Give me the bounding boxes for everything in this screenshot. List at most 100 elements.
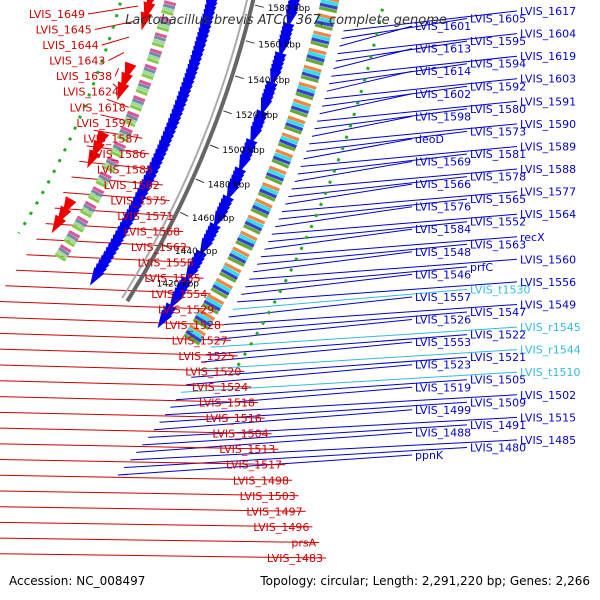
outer-ring-segment [320,0,339,7]
outer-ring-segment [289,108,308,118]
outer-ring-segment [291,102,311,111]
left-label-connector [0,301,218,310]
left-label-connector [87,5,139,15]
left-gene-label: LVIS_1529 [158,303,214,316]
right-gene-label: LVIS_1488 [415,426,471,439]
inner-ring-segment [162,6,175,13]
left-gene-label: LVIS_1571 [117,210,173,223]
outer-ring-segment [250,207,269,219]
ruler-tick-label: 1520 kbp [236,111,279,121]
left-gene-label: LVIS_1527 [172,334,228,347]
left-gene-label: LVIS_1513 [219,443,275,456]
right-gene-label: LVIS_1521 [470,351,526,364]
outer-ring-segment [316,16,335,24]
right-gene-label: LVIS_1522 [470,329,526,342]
minus-strand-gene-arrow [140,11,153,31]
inner-ring-segment [89,192,102,201]
left-gene-label: LVIS_1528 [165,319,221,332]
right-label-connector [260,236,518,258]
reverse-strand-gene-arrow [89,267,105,286]
outer-ring-segment [303,64,322,73]
outer-ring-segment [192,318,210,331]
left-label-connector [0,474,293,481]
outer-ring-segment [297,84,316,94]
outer-ring-segment [290,105,309,115]
right-label-connector [153,409,413,431]
inner-ring-segment [66,232,79,242]
right-label-connector [175,379,468,401]
right-label-connector [215,319,413,340]
outer-ring-segment [246,217,264,228]
right-label-connector [180,371,518,393]
feature-rings [54,0,340,346]
outer-ring-segment [312,30,332,38]
right-label-connector [136,431,413,453]
outer-ring-segment [300,74,319,84]
outer-ring-segment [230,249,249,261]
inner-ring-segment [73,221,86,230]
outer-ring-segment [212,284,230,296]
outer-ring-segment [277,142,296,152]
left-label-connector [114,68,120,77]
right-label-connector [288,176,468,198]
outer-ring-segment [198,308,216,321]
inner-ring-segment [146,57,159,65]
minus-strand-gene-arrow [117,81,130,101]
left-label-connector [16,269,204,279]
outer-ring-segment [213,281,232,293]
left-gene-label: LVIS_1503 [240,490,296,503]
right-gene-label: LVIS_1519 [415,381,471,394]
right-gene-label: LVIS_1491 [470,419,526,432]
right-label-connector [232,288,468,310]
left-label-connector [0,537,320,543]
right-label-connector [264,228,413,250]
left-label-connector [0,506,306,512]
inner-ring-segment [92,186,105,195]
right-label-connector [130,439,518,461]
forward-strand-gene-arrow [260,97,273,116]
inner-ring-segment [123,119,136,128]
inner-ring-segment [158,19,171,26]
outer-ring-segment [281,132,300,142]
left-label-connector [0,490,299,497]
right-gene-label: LVIS_1605 [470,13,526,26]
right-gene-label: LVIS_1590 [520,118,576,131]
outer-ring-segment [306,54,325,63]
outer-ring-segment [266,172,284,182]
right-label-connector [271,213,518,235]
right-gene-label: LVIS_1604 [520,28,576,41]
right-gene-label: LVIS_1588 [520,163,576,176]
right-gene-label: LVIS_1552 [470,216,526,229]
forward-strand-gene-arrow [270,68,282,87]
ruler-tick-mark [195,178,205,184]
left-gene-label: LVIS_1643 [49,55,105,68]
ruler-tick-label: 1560 kbp [258,40,301,50]
inner-ring-segment [153,35,167,42]
ruler-tick-label: 1440 kbp [175,247,218,257]
outer-ring-segment [240,230,258,242]
left-label-connector [101,36,130,46]
right-label-connector [124,447,468,468]
inner-ring-segment [163,0,177,7]
inner-ring-segment [129,104,142,112]
right-label-connector [324,78,518,100]
inner-ring-segment [135,88,148,97]
left-gene-label: LVIS_1516 [206,412,262,425]
outer-ring-segment [228,252,247,264]
left-label-connector [0,411,265,419]
inner-ring-segment [56,249,69,259]
outer-ring-segment [203,299,221,312]
left-label-connector [0,348,238,357]
ruler-tick-mark [235,75,244,80]
right-label-connector [300,146,518,167]
left-gene-label: prsA [291,537,316,550]
left-gene-label: LVIS_1597 [76,117,132,130]
outer-ring-segment [280,135,299,145]
outer-ring-segment [219,271,237,283]
right-label-connector [291,168,518,190]
right-label-connector [306,130,468,152]
right-gene-label: LVIS_1578 [470,171,526,184]
right-gene-label: LVIS_1595 [470,35,526,48]
right-gene-label: LVIS_r1545 [520,321,581,334]
right-label-connector [343,10,518,32]
